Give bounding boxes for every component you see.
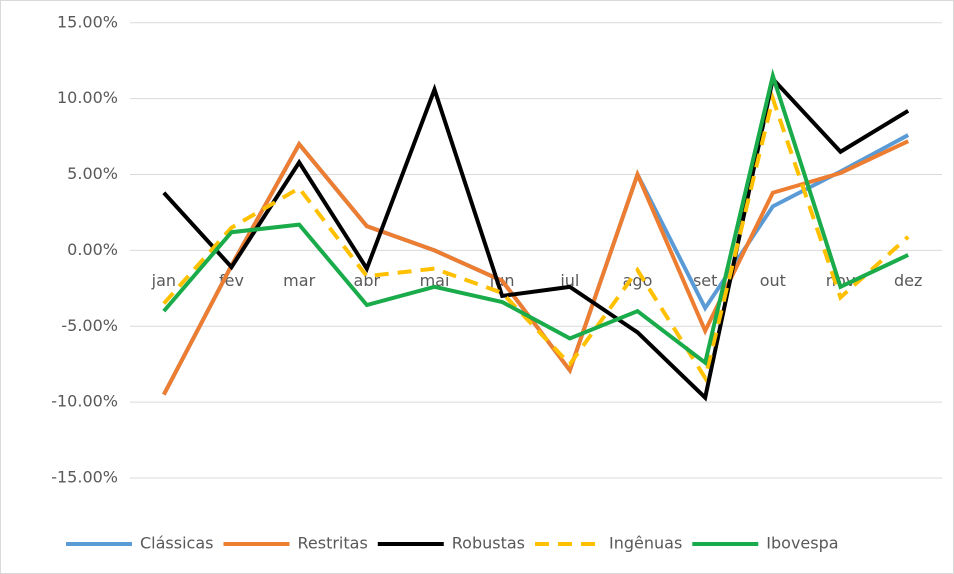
x-tick-label: abr <box>354 271 381 290</box>
series-line <box>162 74 910 402</box>
legend-label: Robustas <box>452 534 525 553</box>
x-tick-label: mar <box>283 271 315 290</box>
series-line <box>162 68 910 367</box>
series-line <box>162 139 910 396</box>
y-tick-label: -5.00% <box>61 316 118 335</box>
series-line <box>162 91 910 383</box>
y-tick-label: 15.00% <box>57 12 118 31</box>
x-tick-label: ago <box>623 271 653 290</box>
x-tick-label: jan <box>151 271 176 290</box>
x-tick-label: set <box>693 271 717 290</box>
legend-label: Restritas <box>297 534 367 553</box>
legend-label: Clássicas <box>140 534 213 553</box>
y-tick-label: 0.00% <box>67 240 118 259</box>
x-tick-label: jul <box>559 271 579 290</box>
x-tick-label: mai <box>420 271 450 290</box>
y-tick-label: -10.00% <box>51 392 118 411</box>
legend-label: Ingênuas <box>609 534 682 553</box>
x-tick-label: dez <box>894 271 922 290</box>
x-tick-label: out <box>760 271 786 290</box>
legend-label: Ibovespa <box>766 534 838 553</box>
y-tick-label: -15.00% <box>51 468 118 487</box>
y-tick-label: 5.00% <box>67 164 118 183</box>
y-tick-label: 10.00% <box>57 88 118 107</box>
